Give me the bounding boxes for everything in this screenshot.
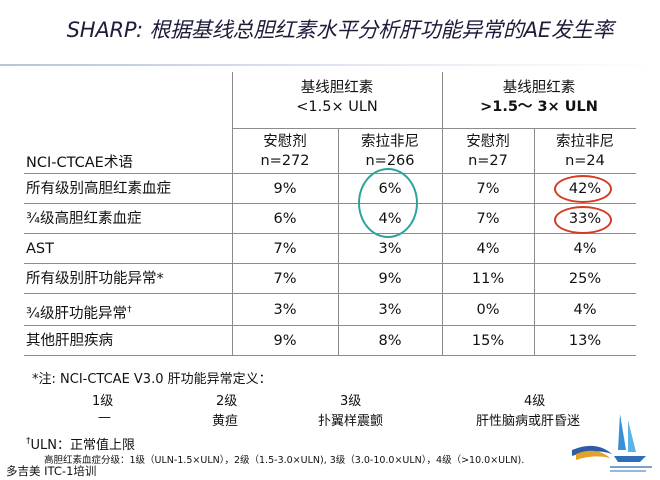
table-vline bbox=[534, 128, 535, 356]
table-hline bbox=[24, 293, 636, 294]
grade-description: 肝性脑病或肝昏迷 bbox=[476, 414, 581, 429]
table-cell: 6% bbox=[273, 211, 297, 227]
table-vline bbox=[338, 128, 339, 356]
table-cell: 3% bbox=[378, 302, 402, 318]
grade-label: 2级 bbox=[216, 394, 238, 409]
column-header-n: n=27 bbox=[468, 153, 508, 169]
table-cell: 7% bbox=[476, 181, 500, 197]
table-cell: 7% bbox=[273, 271, 297, 287]
row-label: 所有级别高胆红素血症 bbox=[26, 181, 171, 197]
table-cell: 25% bbox=[568, 271, 602, 287]
row-label: ¾级肝功能异常† bbox=[26, 301, 132, 323]
table-cell: 9% bbox=[273, 181, 297, 197]
uln-text: ULN：正常值上限 bbox=[30, 438, 135, 453]
sail-logo-icon bbox=[572, 414, 652, 472]
table-hline bbox=[24, 355, 636, 356]
group-header-low-line1: 基线胆红素 bbox=[300, 80, 374, 96]
table-vline bbox=[442, 72, 443, 356]
row-label: AST bbox=[26, 241, 54, 257]
grade-description: 黄疸 bbox=[212, 414, 239, 429]
table-hline bbox=[24, 263, 636, 264]
table-cell: 9% bbox=[378, 271, 402, 287]
bilirubin-grade-note: 高胆红素血症分级：1级（ULN-1.5×ULN），2级（1.5-3.0×ULN)… bbox=[44, 455, 525, 466]
table-cell: 11% bbox=[471, 271, 505, 287]
group-header-low-line2: <1.5× ULN bbox=[296, 99, 378, 115]
column-header: 索拉非尼 n=266 bbox=[338, 133, 442, 171]
uln-note: †ULN：正常值上限 bbox=[26, 434, 135, 453]
table-cell: 4% bbox=[573, 241, 597, 257]
table-hline bbox=[24, 173, 636, 174]
column-header: 安慰剂 n=272 bbox=[232, 133, 338, 171]
grade-label: 1级 bbox=[92, 394, 114, 409]
group-header-high-line2: >1.5～ 3× ULN bbox=[480, 99, 598, 115]
table-cell: 13% bbox=[568, 333, 602, 349]
column-header-name: 索拉非尼 bbox=[361, 134, 419, 150]
table-cell: 9% bbox=[273, 333, 297, 349]
table-cell: 3% bbox=[273, 302, 297, 318]
column-header: 索拉非尼 n=24 bbox=[534, 133, 636, 171]
row-label-sup: † bbox=[127, 305, 132, 315]
event-logo bbox=[566, 410, 656, 476]
grade-label: 4级 bbox=[524, 394, 546, 409]
table-cell: 4% bbox=[476, 241, 500, 257]
row-label-header: NCI-CTCAE术语 bbox=[26, 155, 133, 171]
uln-mark: † bbox=[26, 436, 31, 447]
title-rule bbox=[0, 64, 660, 66]
trainer-footer: 多吉美 ITC-1培训 bbox=[6, 464, 97, 478]
row-label-text: ¾级肝功能异常 bbox=[26, 305, 128, 322]
ae-table: 基线胆红素 <1.5× ULN 基线胆红素 >1.5～ 3× ULN 安慰剂 n… bbox=[24, 72, 636, 356]
row-label: 所有级别肝功能异常* bbox=[26, 271, 164, 287]
table-cell: 7% bbox=[476, 211, 500, 227]
table-hline bbox=[24, 233, 636, 234]
table-cell: 0% bbox=[476, 302, 500, 318]
column-header-n: n=272 bbox=[260, 153, 310, 169]
ctcae-note: *注: NCI-CTCAE V3.0 肝功能异常定义： bbox=[32, 372, 272, 387]
grade-description: 扑翼样震颤 bbox=[318, 414, 384, 429]
page-title: SHARP: 根据基线总胆红素水平分析肝功能异常的AE发生率 bbox=[66, 18, 614, 42]
table-hline bbox=[24, 203, 636, 204]
table-cell: 7% bbox=[273, 241, 297, 257]
table-cell: 3% bbox=[378, 241, 402, 257]
grade-description: — bbox=[98, 410, 111, 425]
red-highlight-ellipse bbox=[554, 175, 612, 203]
column-header: 安慰剂 n=27 bbox=[442, 133, 534, 171]
table-cell: 15% bbox=[471, 333, 505, 349]
grade-label: 3级 bbox=[340, 394, 362, 409]
table-cell: 4% bbox=[573, 302, 597, 318]
column-header-name: 安慰剂 bbox=[466, 134, 510, 150]
column-header-n: n=24 bbox=[565, 153, 605, 169]
group-header-high-line1: 基线胆红素 bbox=[502, 80, 576, 96]
group-header-low: 基线胆红素 <1.5× ULN bbox=[232, 79, 442, 117]
table-cell: 8% bbox=[378, 333, 402, 349]
teal-highlight-ellipse bbox=[358, 168, 418, 238]
column-header-name: 安慰剂 bbox=[263, 134, 307, 150]
column-header-name: 索拉非尼 bbox=[556, 134, 614, 150]
row-label: 其他肝胆疾病 bbox=[26, 333, 113, 349]
table-hline bbox=[24, 325, 636, 326]
group-header-high: 基线胆红素 >1.5～ 3× ULN bbox=[442, 79, 636, 117]
row-label: ¾级高胆红素血症 bbox=[26, 211, 142, 227]
column-header-n: n=266 bbox=[365, 153, 415, 169]
table-hline bbox=[232, 128, 636, 129]
red-highlight-ellipse bbox=[554, 206, 612, 234]
table-vline bbox=[232, 72, 233, 356]
